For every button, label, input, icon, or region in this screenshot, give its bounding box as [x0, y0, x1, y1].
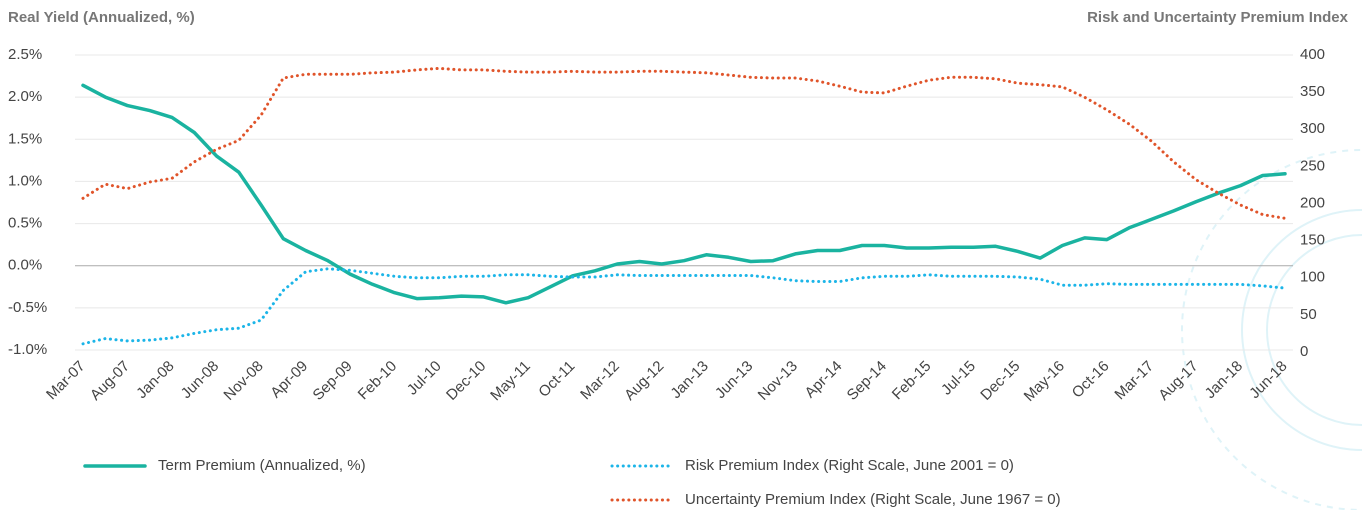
y2-axis-title: Risk and Uncertainty Premium Index: [1087, 9, 1349, 26]
x-tick-label: May-11: [487, 358, 534, 405]
y-tick-label: -1.0%: [8, 341, 47, 358]
y-tick-label: -0.5%: [8, 299, 47, 316]
x-tick-label: Feb-10: [355, 358, 401, 404]
y2-tick-label: 250: [1300, 157, 1325, 174]
legend-label: Risk Premium Index (Right Scale, June 20…: [685, 457, 1014, 474]
y2-tick-label: 100: [1300, 269, 1325, 286]
y-axis-title: Real Yield (Annualized, %): [8, 9, 195, 26]
y-tick-label: 2.0%: [8, 88, 42, 105]
x-tick-label: Apr-09: [267, 358, 311, 402]
y2-tick-label: 200: [1300, 194, 1325, 211]
x-tick-label: Apr-14: [802, 358, 846, 402]
y2-tick-label: 350: [1300, 83, 1325, 100]
y-tick-label: 0.0%: [8, 257, 42, 274]
x-tick-label: Jan-13: [667, 358, 711, 402]
x-tick-label: Sep-09: [310, 358, 356, 404]
chart: Real Yield (Annualized, %) Risk and Unce…: [0, 0, 1362, 510]
series-line: [83, 68, 1285, 218]
x-tick-label: Sep-14: [844, 358, 890, 404]
x-tick-label: Dec-15: [977, 358, 1023, 404]
x-tick-label: Aug-07: [87, 358, 133, 404]
legend-label: Uncertainty Premium Index (Right Scale, …: [685, 491, 1061, 508]
y2-tick-label: 300: [1300, 120, 1325, 137]
x-tick-label: Jan-08: [133, 358, 177, 402]
y-tick-label: 0.5%: [8, 215, 42, 232]
x-tick-label: Oct-11: [535, 358, 578, 401]
legend-label: Term Premium (Annualized, %): [158, 457, 366, 474]
x-tick-label: Jan-18: [1202, 358, 1246, 402]
y2-tick-label: 150: [1300, 232, 1325, 249]
x-tick-label: Nov-13: [755, 358, 801, 404]
y-tick-label: 1.0%: [8, 172, 42, 189]
x-tick-label: Dec-10: [443, 358, 489, 404]
x-tick-label: Aug-12: [621, 358, 667, 404]
x-tick-label: Jun-08: [178, 358, 222, 402]
x-tick-label: Jun-13: [712, 358, 756, 402]
series-line: [83, 85, 1285, 302]
x-tick-label: May-16: [1021, 358, 1068, 405]
series-line: [83, 269, 1285, 344]
y-tick-label: 2.5%: [8, 46, 42, 63]
x-tick-label: Mar-12: [577, 358, 623, 404]
y2-tick-label: 0: [1300, 343, 1308, 360]
x-tick-label: Mar-07: [43, 358, 89, 404]
x-tick-label: Feb-15: [889, 358, 935, 404]
y2-tick-label: 400: [1300, 46, 1325, 63]
y-tick-label: 1.5%: [8, 130, 42, 147]
x-tick-label: Mar-17: [1111, 358, 1157, 404]
x-tick-label: Oct-16: [1069, 358, 1113, 402]
decoration: [1182, 150, 1362, 510]
x-tick-label: Jul-10: [404, 358, 445, 399]
x-tick-label: Jul-15: [938, 358, 979, 399]
y2-tick-label: 50: [1300, 306, 1317, 323]
x-tick-label: Nov-08: [220, 358, 266, 404]
